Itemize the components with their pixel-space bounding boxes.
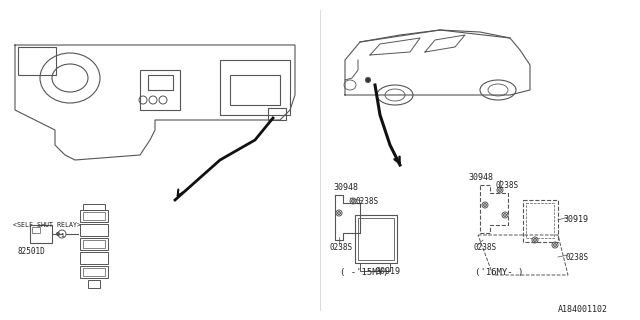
- Bar: [360, 263, 390, 271]
- Circle shape: [554, 244, 557, 246]
- Bar: [140, 70, 180, 110]
- Text: ( -'15MY): ( -'15MY): [340, 268, 388, 277]
- Bar: [83, 204, 105, 210]
- Text: A184001102: A184001102: [558, 305, 608, 314]
- Bar: [83, 212, 105, 220]
- Bar: [18, 47, 56, 75]
- Circle shape: [534, 238, 536, 242]
- Bar: [80, 252, 108, 264]
- Text: 30948: 30948: [468, 173, 493, 182]
- Bar: [220, 60, 290, 115]
- Circle shape: [504, 213, 506, 217]
- Text: ('16MY- ): ('16MY- ): [475, 268, 524, 277]
- Text: <SELF SHUT RELAY>: <SELF SHUT RELAY>: [13, 222, 81, 228]
- Bar: [80, 224, 108, 236]
- Circle shape: [351, 199, 355, 203]
- Bar: [83, 240, 105, 248]
- Text: 1: 1: [60, 233, 64, 237]
- Text: 0238S: 0238S: [496, 181, 519, 190]
- Circle shape: [499, 188, 502, 191]
- Circle shape: [337, 212, 340, 214]
- Text: 0238S: 0238S: [566, 253, 589, 262]
- Bar: [148, 75, 173, 90]
- Bar: [358, 218, 394, 260]
- Circle shape: [483, 204, 486, 206]
- Bar: [32, 227, 40, 233]
- Bar: [230, 75, 280, 105]
- Bar: [30, 225, 52, 243]
- Bar: [355, 215, 397, 263]
- Bar: [268, 108, 286, 120]
- Text: 30919: 30919: [375, 267, 400, 276]
- Bar: [80, 210, 108, 222]
- Bar: [80, 266, 108, 278]
- Text: 0238S: 0238S: [355, 197, 378, 206]
- Circle shape: [365, 77, 371, 83]
- Text: 30919: 30919: [563, 215, 588, 224]
- Circle shape: [56, 233, 60, 236]
- Text: 30948: 30948: [333, 183, 358, 192]
- Bar: [88, 280, 100, 288]
- Text: 0238S: 0238S: [473, 243, 496, 252]
- Bar: [523, 200, 558, 242]
- Bar: [83, 268, 105, 276]
- Bar: [80, 238, 108, 250]
- Text: 82501D: 82501D: [18, 247, 45, 256]
- Bar: [526, 203, 554, 238]
- Text: 0238S: 0238S: [330, 243, 353, 252]
